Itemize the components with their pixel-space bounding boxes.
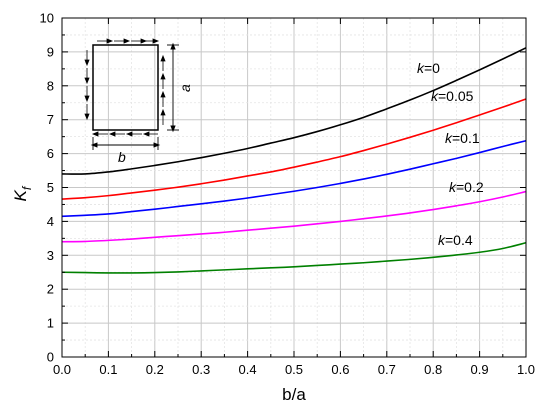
y-tick-label: 8	[47, 78, 54, 93]
series-line-3	[61, 190, 527, 243]
dimension-b	[90, 137, 161, 150]
x-tick-label: 0.7	[378, 362, 396, 377]
series-line-2	[61, 139, 527, 218]
series-line-0	[61, 47, 527, 175]
curve-labels: k=0 k=0.05 k=0.1 k=0.2 k=0.4	[417, 60, 484, 248]
series-line-1	[61, 98, 527, 200]
x-tick-label: 0.5	[285, 362, 303, 377]
series-label-1: k=0.05	[431, 88, 474, 104]
x-tick-label: 0.4	[239, 362, 257, 377]
top-shear-arrows	[97, 38, 160, 44]
x-tick-label: 0.9	[471, 362, 489, 377]
y-tick-label: 4	[47, 214, 54, 229]
x-tick-label: 0.3	[192, 362, 210, 377]
left-shear-arrows	[84, 50, 90, 121]
bottom-shear-arrows	[91, 131, 158, 137]
x-tick-label: 0.0	[53, 362, 71, 377]
dimension-a-label: a	[177, 84, 193, 92]
y-tick-label: 7	[47, 112, 54, 127]
y-tick-label: 0	[47, 350, 54, 365]
x-axis-title: b/a	[282, 385, 306, 404]
x-tick-label: 0.2	[146, 362, 164, 377]
y-axis-title: Kf	[11, 185, 34, 201]
y-tick-label: 6	[47, 146, 54, 161]
x-tick-label: 0.8	[424, 362, 442, 377]
y-tick-label: 3	[47, 248, 54, 263]
series-line-4	[61, 241, 527, 274]
inset-diagram: b a	[84, 38, 193, 165]
series-label-3: k=0.2	[449, 179, 484, 195]
y-axis-title-main: Kf	[11, 185, 34, 201]
y-tick-label: 1	[47, 316, 54, 331]
x-tick-label: 0.6	[331, 362, 349, 377]
x-tick-label: 1.0	[517, 362, 535, 377]
grid	[61, 17, 527, 358]
y-tick-label: 5	[47, 180, 54, 195]
dimension-b-label: b	[118, 149, 126, 165]
y-tick-label: 2	[47, 282, 54, 297]
y-tick-label: 9	[47, 44, 54, 59]
right-shear-arrows	[160, 54, 166, 125]
y-tick-label: 10	[40, 11, 54, 26]
series-label-4: k=0.4	[438, 232, 473, 248]
series-label-0: k=0	[417, 60, 440, 76]
dimension-a	[167, 42, 179, 133]
curves	[61, 47, 527, 274]
ticks: 0.0 0.1 0.2 0.3 0.4 0.5 0.6 0.7 0.8 0.9 1.0 0 1 2 3 4 5 6…	[40, 11, 536, 378]
series-label-2: k=0.1	[445, 130, 480, 146]
x-tick-label: 0.1	[99, 362, 117, 377]
inset-plate	[92, 44, 159, 131]
